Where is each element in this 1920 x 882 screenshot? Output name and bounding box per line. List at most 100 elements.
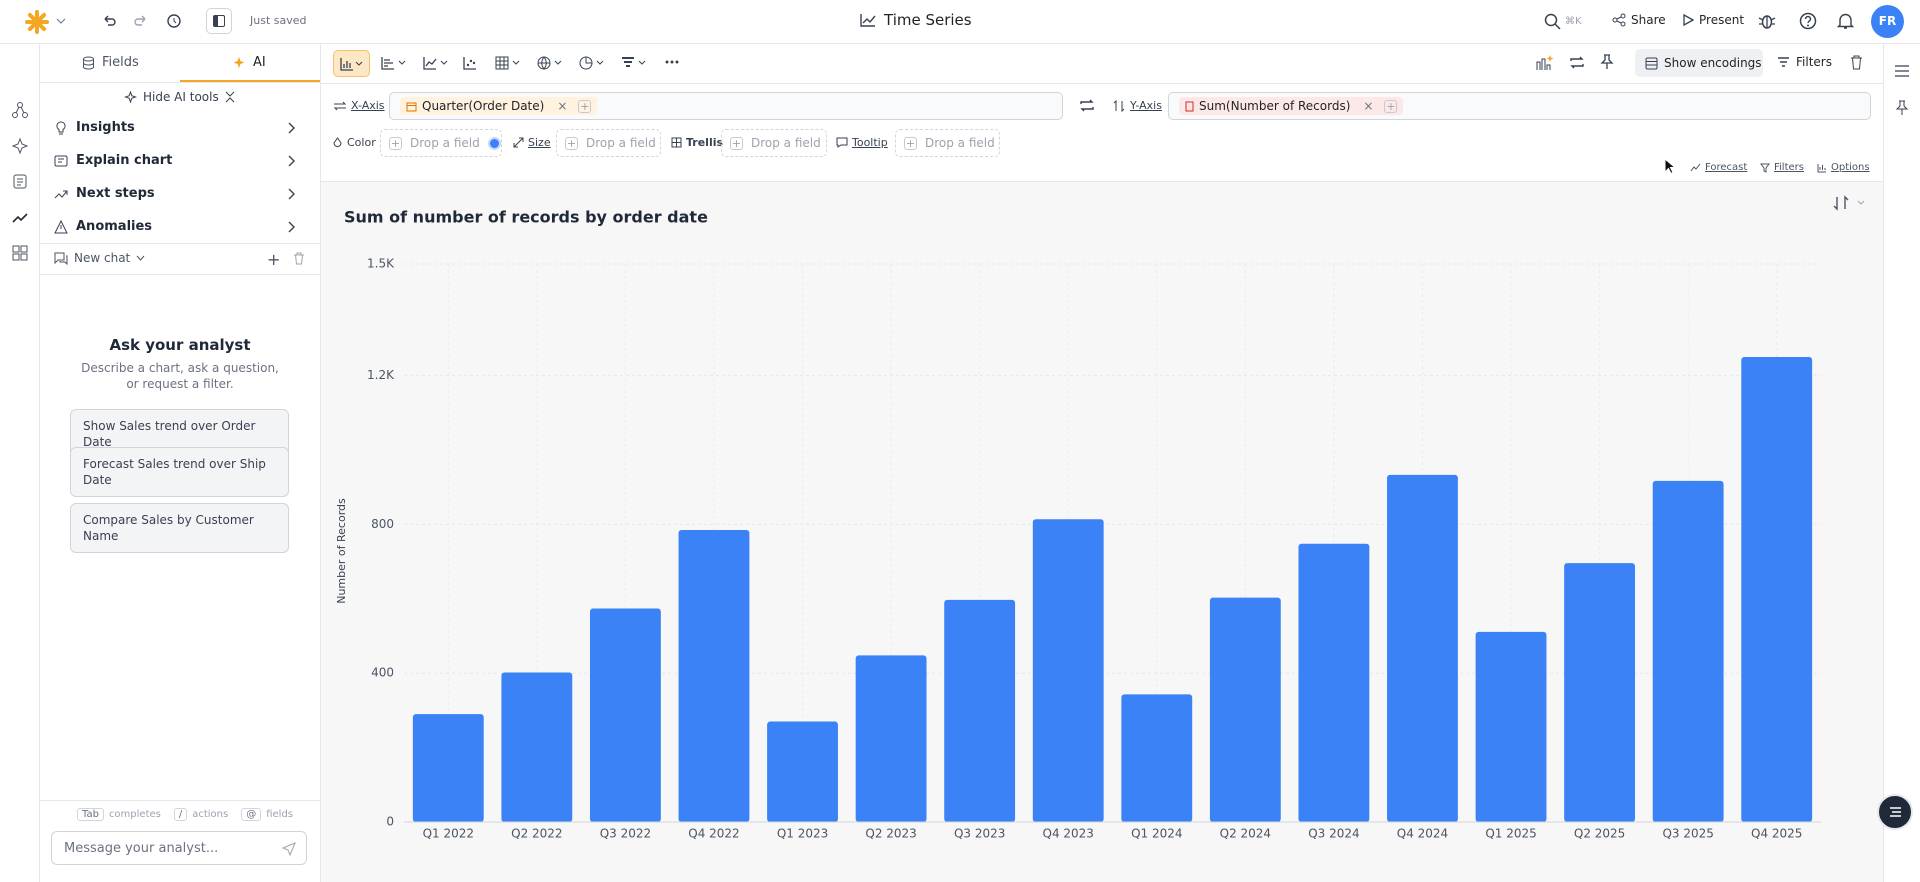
size-icon [513, 137, 524, 148]
debug[interactable] [1758, 12, 1776, 30]
filters-button[interactable]: Filters [1777, 55, 1832, 69]
forecast-icon [1690, 163, 1701, 172]
y-field-chip[interactable]: Sum(Number of Records) × + [1179, 97, 1404, 115]
search[interactable]: ⌘K [1544, 13, 1582, 30]
suggestion[interactable]: Compare Sales by Customer Name [70, 503, 289, 553]
tooltip-drop[interactable]: + Drop a field [895, 129, 1000, 157]
chart-type-table[interactable] [495, 56, 521, 70]
hint-text: completes [108, 809, 161, 820]
swap-axes[interactable] [1569, 55, 1585, 70]
logo[interactable] [24, 9, 50, 35]
add-chat[interactable]: + [267, 250, 281, 269]
trellis-label: Trellis [671, 136, 723, 149]
logo-menu[interactable] [56, 17, 66, 25]
send[interactable] [282, 842, 296, 856]
rail-divider [39, 43, 40, 882]
rail-notes[interactable] [11, 172, 29, 190]
add-field[interactable]: + [1384, 99, 1398, 113]
options-option[interactable]: Options [1817, 162, 1870, 173]
chart-type-line[interactable] [423, 56, 449, 70]
share-button[interactable]: Share [1612, 13, 1666, 27]
x-tick-label: Q3 2024 [1308, 827, 1359, 841]
more-types[interactable] [665, 60, 679, 64]
color-swatch[interactable] [487, 136, 501, 150]
delete-chart[interactable] [1850, 55, 1863, 70]
toggle-sidebar[interactable] [206, 8, 232, 34]
present-button[interactable]: Present [1682, 13, 1744, 27]
page-title: Time Series [860, 11, 972, 29]
chart-type-pie[interactable] [579, 56, 605, 70]
rail-dashboards[interactable] [11, 244, 29, 262]
ai-insights-toolbar[interactable] [1536, 54, 1554, 71]
fields-tab-label: Fields [102, 55, 139, 70]
anomalies-icon [54, 219, 68, 233]
trellis-drop[interactable]: + Drop a field [721, 129, 827, 157]
delete-chat[interactable] [293, 252, 305, 265]
chart-type-bar[interactable] [333, 50, 370, 77]
x-field-chip[interactable]: Quarter(Order Date) × + [400, 97, 598, 115]
size-drop[interactable]: + Drop a field [556, 129, 661, 157]
menu-next-steps[interactable]: Next steps [40, 177, 320, 210]
sort-control[interactable] [1833, 195, 1865, 211]
rail-ai[interactable] [11, 137, 29, 155]
chart-type-funnel[interactable] [621, 56, 647, 70]
rail-model[interactable] [11, 101, 29, 119]
y-axis-shelf[interactable]: Sum(Number of Records) × + [1168, 92, 1871, 120]
new-chat[interactable]: New chat [54, 251, 145, 265]
x-axis-shelf[interactable]: Quarter(Order Date) × + [389, 92, 1063, 120]
x-tick-label: Q1 2022 [423, 827, 474, 841]
assistant-icon [1890, 807, 1901, 817]
trellis-text: Trellis [686, 136, 724, 149]
remove-field[interactable]: × [557, 99, 568, 113]
redo[interactable] [133, 13, 149, 29]
hide-ai-label: Hide AI tools [143, 90, 219, 104]
avatar[interactable]: FR [1871, 5, 1904, 38]
filters-option[interactable]: Filters [1760, 162, 1804, 173]
rail-properties[interactable] [1894, 64, 1910, 78]
rail-charts[interactable] [11, 209, 29, 227]
x-tick-label: Q1 2023 [777, 827, 828, 841]
hint-key: @ [241, 808, 262, 821]
chart-type-map[interactable] [537, 56, 563, 70]
rail-pin[interactable] [1895, 100, 1909, 116]
chart-type-hbar[interactable] [381, 56, 407, 70]
pin[interactable] [1600, 54, 1614, 70]
add-field[interactable]: + [578, 99, 592, 113]
add-field: + [730, 136, 743, 150]
chat-input[interactable]: Message your analyst... [51, 831, 307, 865]
tooltip-text: Tooltip [852, 136, 888, 149]
hide-ai-icon [124, 90, 137, 104]
history[interactable] [166, 13, 182, 29]
chat-icon [54, 252, 68, 265]
y-axis-label[interactable]: Y-Axis [1112, 99, 1162, 112]
add-field: + [565, 136, 578, 150]
bar [1387, 474, 1458, 822]
hide-ai-tools[interactable]: Hide AI tools [124, 90, 235, 104]
fields-tab[interactable]: Fields [82, 55, 139, 70]
suggestion[interactable]: Forecast Sales trend over Ship Date [70, 447, 289, 497]
ai-tab[interactable]: AI [232, 55, 266, 70]
show-encodings[interactable]: Show encodings [1635, 49, 1763, 77]
forecast-option[interactable]: Forecast [1690, 162, 1747, 173]
swap-encodings[interactable] [1079, 98, 1095, 113]
title-icon [860, 14, 876, 27]
color-drop[interactable]: + Drop a field [380, 129, 502, 157]
remove-field[interactable]: × [1363, 99, 1374, 113]
notifications[interactable] [1837, 12, 1854, 30]
undo[interactable] [101, 13, 117, 29]
assistant-button[interactable] [1877, 794, 1913, 830]
menu-explain[interactable]: Explain chart [40, 144, 320, 177]
y-axis-icon [1113, 99, 1125, 112]
help[interactable] [1799, 12, 1817, 30]
menu-insights[interactable]: Insights [40, 111, 320, 144]
menu-label: Next steps [76, 186, 155, 201]
chevron [288, 188, 295, 199]
bar [589, 608, 661, 822]
x-axis-text: X-Axis [351, 99, 385, 112]
chart-type-scatter[interactable] [463, 56, 479, 70]
menu-anomalies[interactable]: Anomalies [40, 210, 320, 243]
x-axis-label[interactable]: X-Axis [333, 99, 385, 112]
chat-divider [40, 274, 320, 275]
drop-text: Drop a field [586, 136, 656, 150]
